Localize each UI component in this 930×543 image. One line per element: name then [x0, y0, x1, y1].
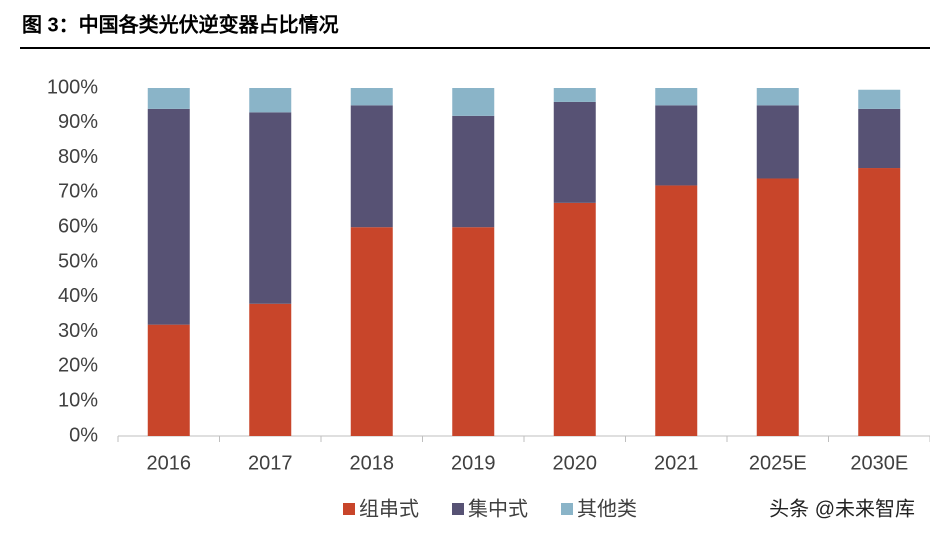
bar-segment — [756, 105, 799, 179]
bar-segment — [147, 88, 190, 109]
chart-title: 图 3：中国各类光伏逆变器占比情况 — [22, 12, 339, 36]
legend-label: 其他类 — [577, 497, 637, 520]
bar-segment — [858, 168, 901, 437]
bar-segment — [858, 89, 901, 109]
legend-label: 集中式 — [468, 497, 528, 520]
watermark: 头条 @未来智库 — [769, 497, 915, 520]
bar-segment — [756, 178, 799, 437]
x-tick-label: 2019 — [451, 452, 496, 474]
bar-segment — [655, 185, 698, 436]
y-tick-label: 0% — [69, 424, 98, 446]
y-tick-label: 90% — [58, 111, 98, 133]
x-tick-label: 2020 — [553, 452, 598, 474]
bar-segment — [553, 88, 596, 102]
y-tick-label: 100% — [47, 76, 98, 98]
x-tick-label: 2017 — [248, 452, 293, 474]
bar-segment — [655, 88, 698, 106]
y-tick-label: 50% — [58, 250, 98, 272]
legend-swatch — [452, 503, 464, 515]
bar-segment — [858, 108, 901, 169]
bar-segment — [350, 227, 393, 436]
x-tick-label: 2025E — [749, 452, 807, 474]
y-tick-label: 60% — [58, 215, 98, 237]
y-tick-label: 30% — [58, 320, 98, 342]
bar-segment — [350, 105, 393, 228]
bar-segment — [756, 88, 799, 106]
y-tick-label: 20% — [58, 355, 98, 377]
bar-segment — [452, 115, 495, 228]
bar-segment — [655, 105, 698, 186]
x-tick-label: 2016 — [147, 452, 192, 474]
y-tick-label: 40% — [58, 285, 98, 307]
bar-segment — [553, 202, 596, 436]
bar-segment — [249, 88, 292, 113]
bar-segment — [249, 112, 292, 304]
legend-swatch — [343, 503, 355, 515]
bar-segment — [553, 101, 596, 203]
bar-segment — [147, 108, 190, 325]
y-tick-label: 80% — [58, 146, 98, 168]
legend-swatch — [561, 503, 573, 515]
y-tick-label: 70% — [58, 181, 98, 203]
bar-segment — [147, 324, 190, 436]
bar-segment — [452, 88, 495, 116]
bar-segment — [350, 88, 393, 106]
bar-segment — [249, 303, 292, 436]
legend-label: 组串式 — [359, 497, 419, 520]
y-tick-label: 10% — [58, 389, 98, 411]
x-tick-label: 2021 — [654, 452, 699, 474]
bar-segment — [452, 227, 495, 436]
x-tick-label: 2018 — [350, 452, 395, 474]
x-tick-label: 2030E — [850, 452, 908, 474]
